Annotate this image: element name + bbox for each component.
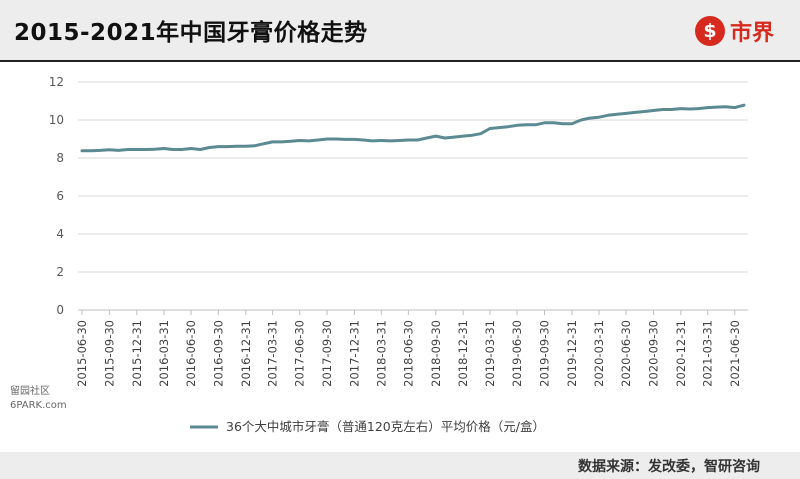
x-tick-label: 2018-12-31 (456, 320, 470, 387)
series-line (80, 103, 746, 153)
y-tick-label: 12 (49, 75, 64, 89)
x-tick-label: 2016-06-30 (184, 320, 198, 387)
y-tick-label: 0 (56, 303, 64, 317)
x-tick-label: 2017-09-30 (320, 320, 334, 387)
legend: 36个大中城市牙膏（普通120克左右）平均价格（元/盒） (190, 419, 545, 434)
x-tick-label: 2021-03-31 (701, 320, 715, 387)
y-tick-label: 8 (56, 151, 64, 165)
x-tick-label: 2019-03-31 (483, 320, 497, 387)
x-tick-label: 2016-03-31 (157, 320, 171, 387)
x-tick-label: 2020-12-31 (674, 320, 688, 387)
x-tick-label: 2020-03-31 (592, 320, 606, 387)
source-bar: 数据来源：发改委，智研咨询 (0, 452, 800, 479)
watermark-line2: 6PARK.com (10, 400, 67, 411)
watermark: 留园社区 6PARK.com (10, 385, 67, 413)
x-tick-label: 2015-09-30 (102, 320, 116, 387)
source-note: 数据来源：发改委，智研咨询 (578, 459, 760, 475)
brand-dollar-icon: $ (694, 16, 725, 46)
x-tick-label: 2016-12-31 (239, 320, 253, 387)
x-tick-label: 2020-09-30 (646, 320, 660, 387)
brand-logo: $ 市界 (694, 14, 774, 48)
y-axis-ticks: 0 2 4 6 8 10 12 (49, 75, 64, 317)
x-tick-label: 2019-12-31 (565, 320, 579, 387)
y-tick-label: 10 (49, 113, 64, 127)
x-tick-label: 2018-09-30 (429, 320, 443, 387)
y-tick-label: 4 (56, 227, 64, 241)
x-tick-label: 2019-06-30 (510, 320, 524, 387)
x-tick-label: 2015-12-31 (130, 320, 144, 387)
x-tick-label: 2018-03-31 (374, 320, 388, 387)
brand-name: 市界 (729, 21, 774, 46)
series-layer (80, 103, 746, 153)
x-tick-label: 2017-12-31 (347, 320, 361, 387)
y-tick-label: 6 (56, 189, 64, 203)
header-bar: 2015-2021年中国牙膏价格走势 $ 市界 (0, 0, 800, 62)
x-tick-label: 2019-09-30 (537, 320, 551, 387)
x-axis-ticks: 2015-06-30 2015-09-30 2015-12-31 2016-03-31… (75, 310, 742, 387)
watermark-line1: 留园社区 (10, 386, 50, 397)
page-title: 2015-2021年中国牙膏价格走势 (14, 20, 368, 46)
x-tick-label: 2021-06-30 (728, 320, 742, 387)
grid-layer (78, 81, 748, 311)
chart-area: 0 2 4 6 8 10 12 2015-06-30 2015-09-30 2015-12-31… (0, 62, 800, 452)
header-divider (0, 60, 800, 62)
x-tick-label: 2015-06-30 (75, 320, 89, 387)
x-tick-label: 2017-06-30 (293, 320, 307, 387)
line-chart: 0 2 4 6 8 10 12 2015-06-30 2015-09-30 2015-12-31… (49, 75, 748, 434)
y-tick-label: 2 (56, 265, 64, 279)
x-tick-label: 2020-06-30 (619, 320, 633, 387)
x-tick-label: 2018-06-30 (401, 320, 415, 387)
legend-label: 36个大中城市牙膏（普通120克左右）平均价格（元/盒） (226, 419, 545, 434)
x-tick-label: 2016-09-30 (211, 320, 225, 387)
x-tick-label: 2017-03-31 (266, 320, 280, 387)
